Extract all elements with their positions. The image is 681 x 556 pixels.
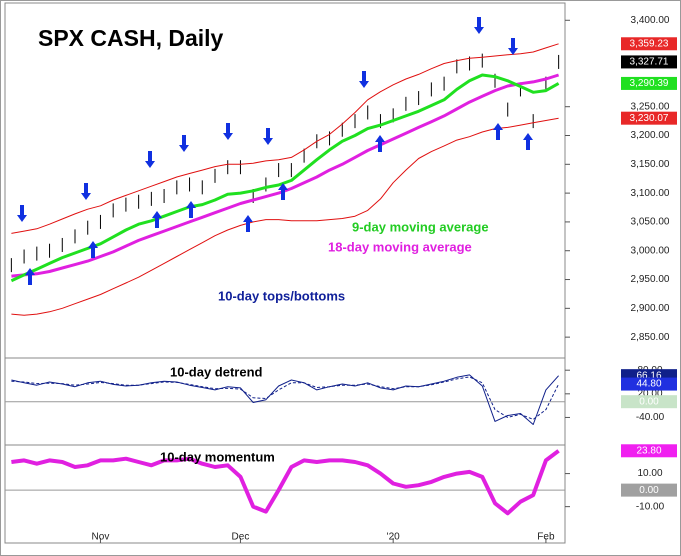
marks: 3,400.00 3,250.00 3,200.00 3,150.00 3,100.00… [5, 15, 677, 543]
y-tick-label: 2,950.00 [631, 274, 670, 285]
y-tick-label: 2,900.00 [631, 303, 670, 314]
top-bottom-arrow [88, 241, 98, 258]
value-tag-label: 3,327.71 [630, 57, 669, 68]
y-tick-label: 3,200.00 [631, 130, 670, 141]
y-tick-label: 3,000.00 [631, 245, 670, 256]
series-line [11, 376, 560, 420]
top-bottom-arrow [243, 215, 253, 232]
y-tick-label: 3,050.00 [631, 217, 670, 228]
value-tag [621, 483, 677, 497]
top-bottom-arrow [278, 183, 288, 200]
y-tick-label: 3,400.00 [631, 15, 670, 26]
panel-title: 10-day momentum [160, 449, 275, 464]
top-bottom-arrow [223, 123, 233, 140]
value-tag-label: 44.80 [636, 379, 661, 390]
value-tag-label: 3,359.23 [630, 38, 669, 49]
top-bottom-arrow [81, 183, 91, 200]
annotation: 18-day moving average [328, 239, 472, 254]
top-bottom-arrow [25, 268, 35, 285]
top-bottom-arrow [375, 135, 385, 152]
top-bottom-arrow [523, 133, 533, 150]
value-tag [621, 37, 677, 51]
y-tick-label: 10.00 [637, 468, 662, 479]
top-bottom-arrow [359, 71, 369, 88]
x-tick-label: Nov [92, 532, 110, 543]
top-bottom-arrow [474, 17, 484, 34]
x-tick-label: Feb [537, 532, 555, 543]
chart-title: SPX CASH, Daily [38, 25, 224, 51]
value-tag [621, 76, 677, 90]
value-tag [621, 377, 677, 391]
x-tick-label: '20 [387, 532, 400, 543]
x-tick-label: Dec [232, 532, 250, 543]
top-bottom-arrow [17, 205, 27, 222]
series-line [11, 449, 560, 516]
value-tag-label: 3,230.07 [630, 113, 669, 124]
value-tag-label: 23.80 [636, 445, 661, 456]
value-tag-label: 66.16 [636, 370, 661, 381]
value-tag-label: 0.00 [639, 396, 659, 407]
top-bottom-arrow [186, 201, 196, 218]
series-line [11, 374, 559, 425]
annotation: 9-day moving average [352, 219, 489, 234]
plot-frame [4, 2, 566, 544]
value-tag [621, 55, 677, 69]
top-bottom-arrow [179, 135, 189, 152]
value-tag [621, 111, 677, 125]
value-tag [621, 444, 677, 458]
top-bottom-arrow [508, 38, 518, 55]
y-tick-label: 20.00 [637, 388, 662, 399]
y-tick-label: 3,150.00 [631, 159, 670, 170]
value-tag-label: 0.00 [639, 485, 659, 496]
series-line [10, 73, 560, 283]
value-tag-label: 3,290.39 [630, 78, 669, 89]
y-tick-label: -10.00 [636, 501, 665, 512]
annotation: 10-day tops/bottoms [218, 288, 345, 303]
top-bottom-arrow [263, 128, 273, 145]
y-tick-label: 2,850.00 [631, 332, 670, 343]
y-tick-label: 3,100.00 [631, 188, 670, 199]
series-line [11, 117, 559, 316]
value-tag [621, 395, 677, 409]
series-line [11, 43, 559, 234]
y-tick-label: 3,250.00 [631, 101, 670, 112]
top-bottom-arrow [493, 123, 503, 140]
y-tick-label: -40.00 [636, 412, 665, 423]
top-bottom-arrow [145, 151, 155, 168]
panel-title: 10-day detrend [170, 364, 263, 379]
top-bottom-arrow [152, 211, 162, 228]
